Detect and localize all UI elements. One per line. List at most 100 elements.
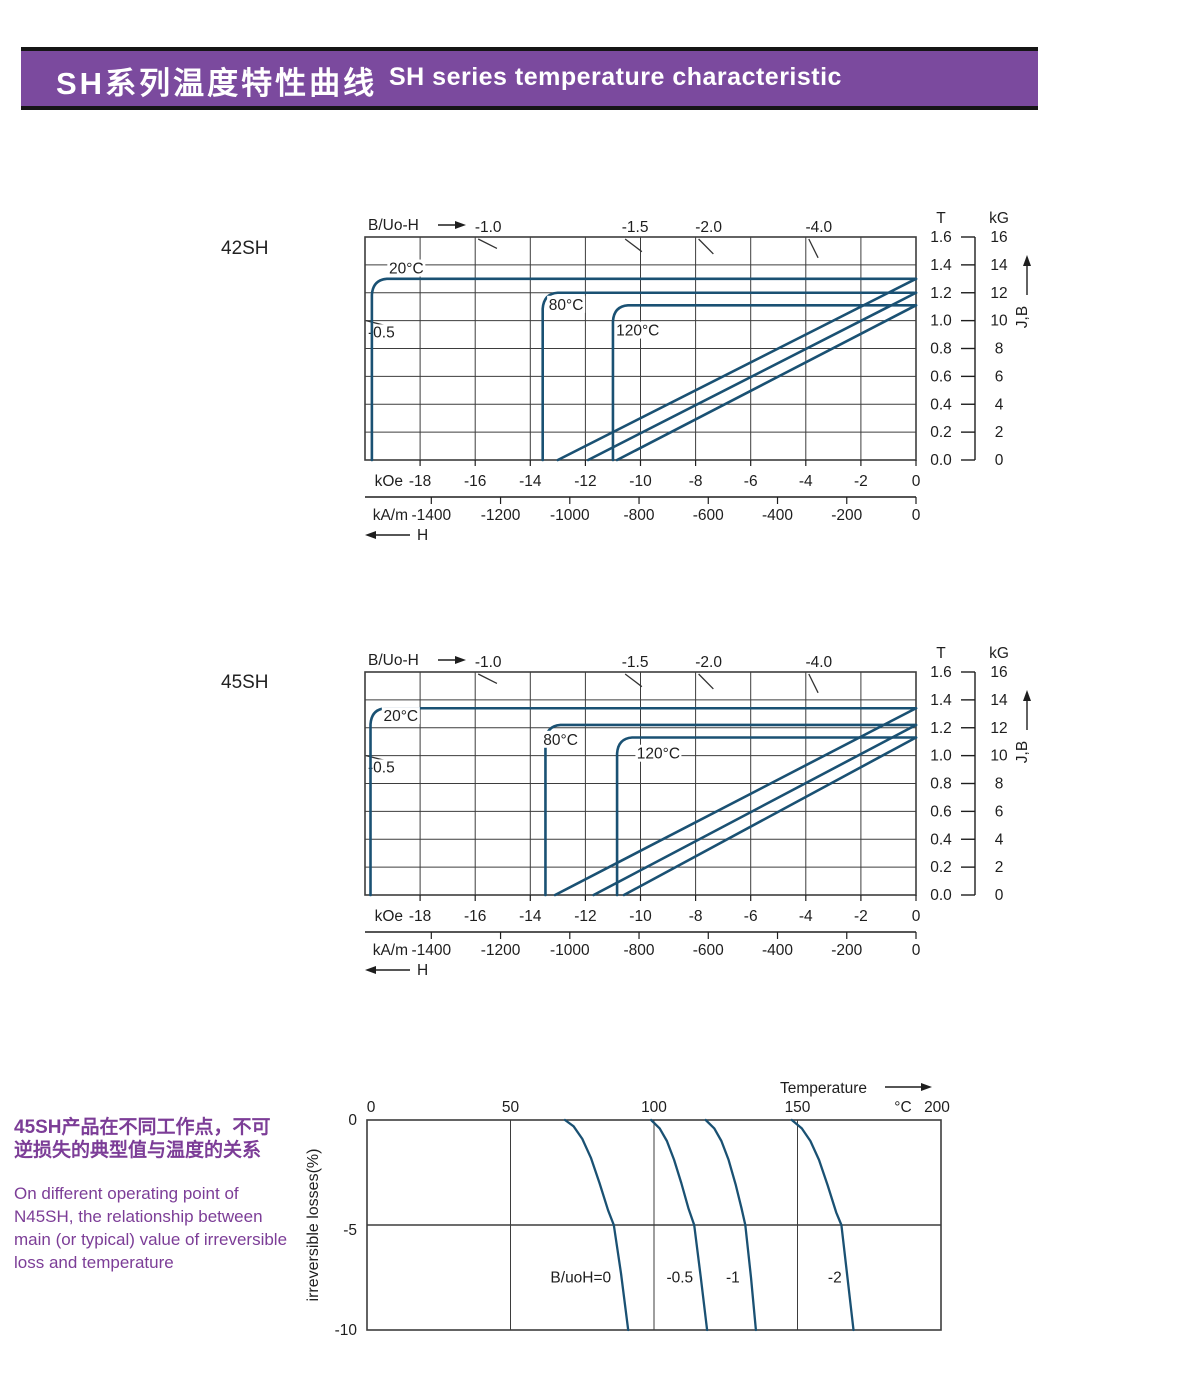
koe-tick-label: -16 [464, 473, 486, 490]
grid-border [366, 1119, 942, 1331]
koe-unit-label: kOe [375, 473, 403, 490]
kg-tick-label: 12 [990, 720, 1007, 737]
jb-axis-label: J,B [1014, 741, 1031, 763]
label-bg [381, 707, 420, 725]
t-tick-label: 1.2 [930, 720, 952, 737]
jb-arrow-head [1023, 255, 1031, 266]
load-line-slash [808, 673, 819, 694]
temp-curve-label: 80°C [543, 732, 578, 749]
h-arrow-head [365, 531, 376, 539]
b-curve-20°C [553, 706, 918, 897]
b-curve-80°C [592, 723, 918, 897]
label-bg [614, 321, 661, 339]
j-curve-120°C [615, 736, 918, 897]
jb-axis-label: J,B [1014, 306, 1031, 328]
label-bg [367, 759, 399, 777]
kam-unit-label: kA/m [373, 507, 408, 524]
b-curve-20°C [556, 277, 918, 462]
t-tick-label: 0.4 [930, 396, 952, 413]
h-axis-label: H [417, 527, 428, 544]
kam-tick-label: -200 [831, 942, 862, 959]
kam-tick-label: -800 [624, 507, 655, 524]
t-tick-label: 0.2 [930, 424, 952, 441]
load-line-label: -2.0 [695, 654, 722, 671]
koe-tick-label: -10 [629, 908, 652, 925]
kg-tick-label: 14 [990, 257, 1008, 274]
load-line-slash [698, 673, 714, 690]
load-line-label: -4.0 [805, 654, 832, 671]
bh-chart-45sh: B/Uo-H -1.0 -1.5 -2.0 -4.0 -0.5 20°C 80°C 120°C T… [364, 645, 1031, 979]
kam-tick-label: -1000 [550, 942, 590, 959]
kg-tick-label: 10 [990, 748, 1008, 765]
kam-unit-label: kA/m [373, 942, 408, 959]
load-line-slash [624, 673, 643, 688]
kam-tick-label: 0 [912, 942, 921, 959]
load-line-label: -1.5 [622, 654, 649, 671]
temp-curve-label: 120°C [616, 323, 659, 340]
koe-tick-label: -4 [799, 473, 813, 490]
kam-tick-label: -1200 [481, 507, 521, 524]
t-tick-label: 1.6 [930, 664, 952, 681]
side-note-en-line: N45SH, the relationship between [14, 1207, 263, 1226]
load-line-slash [624, 238, 643, 253]
koe-tick-label: -16 [464, 908, 486, 925]
t-tick-label: 1.0 [930, 313, 952, 330]
loss-curve--0.5 [649, 1118, 709, 1332]
kam-tick-label: -1400 [411, 942, 451, 959]
kam-tick-label: -600 [693, 507, 724, 524]
h-arrow-head [365, 966, 376, 974]
b-curve-120°C [622, 736, 918, 897]
t-tick-label: 1.0 [930, 748, 952, 765]
grade-label-42sh: 42SH [221, 238, 269, 259]
koe-tick-label: -6 [744, 908, 758, 925]
loss-x-tick-label: 100 [641, 1099, 667, 1116]
load-line-slash [808, 238, 819, 259]
label-bg [547, 295, 586, 313]
load-line-slash [477, 238, 498, 250]
loss-curve-label: B/uoH=0 [550, 1270, 611, 1287]
loss-y-axis-label: irreversible losses(%) [305, 1149, 322, 1302]
loss-curve--1 [704, 1118, 758, 1332]
b-curve-80°C [586, 291, 918, 462]
kg-tick-label: 4 [995, 831, 1004, 848]
loss-x-tick-label: 0 [367, 1099, 376, 1116]
load-line-label: -2.0 [695, 219, 722, 236]
load-line-label: -1.5 [622, 219, 649, 236]
koe-tick-label: -8 [689, 473, 703, 490]
loss-curve-B/uoH=0 [563, 1118, 630, 1332]
bh-chart-42sh: B/Uo-H -1.0 -1.5 -2.0 -4.0 -0.5 20°C 80°C 120°C T… [364, 210, 1031, 544]
load-line-slash [477, 673, 498, 685]
koe-unit-label: kOe [375, 908, 403, 925]
temp-curve-label: 80°C [549, 297, 584, 314]
kg-tick-label: 2 [995, 859, 1004, 876]
jb-arrow-head [1023, 690, 1031, 701]
t-tick-label: 0.8 [930, 341, 952, 358]
b-curve-120°C [615, 303, 918, 462]
t-tick-label: 0.0 [930, 887, 952, 904]
kg-axis-unit: kG [989, 645, 1009, 662]
t-tick-label: 1.2 [930, 285, 952, 302]
loss-curve-label: -2 [828, 1270, 842, 1287]
koe-tick-label: -14 [519, 908, 542, 925]
load-line-label: -4.0 [805, 219, 832, 236]
koe-tick-label: 0 [912, 908, 921, 925]
koe-tick-label: -14 [519, 473, 542, 490]
load-line-label: -1.0 [475, 219, 502, 236]
temperature-axis-label: Temperature [780, 1080, 867, 1097]
kam-tick-label: -1000 [550, 507, 590, 524]
t-tick-label: 1.4 [930, 257, 952, 274]
kg-tick-label: 12 [990, 285, 1007, 302]
label-bg [635, 744, 682, 762]
kg-tick-label: 16 [990, 229, 1007, 246]
t-tick-label: 0.0 [930, 452, 952, 469]
label-bg [387, 259, 426, 277]
label-bg [367, 324, 399, 342]
t-axis-unit: T [936, 645, 946, 662]
kg-tick-label: 14 [990, 692, 1008, 709]
loss-x-tick-label: 50 [502, 1099, 520, 1116]
loss-x-tick-label: 150 [785, 1099, 811, 1116]
koe-tick-label: -12 [574, 908, 596, 925]
load-line-slash [698, 238, 714, 255]
kg-tick-label: 2 [995, 424, 1004, 441]
